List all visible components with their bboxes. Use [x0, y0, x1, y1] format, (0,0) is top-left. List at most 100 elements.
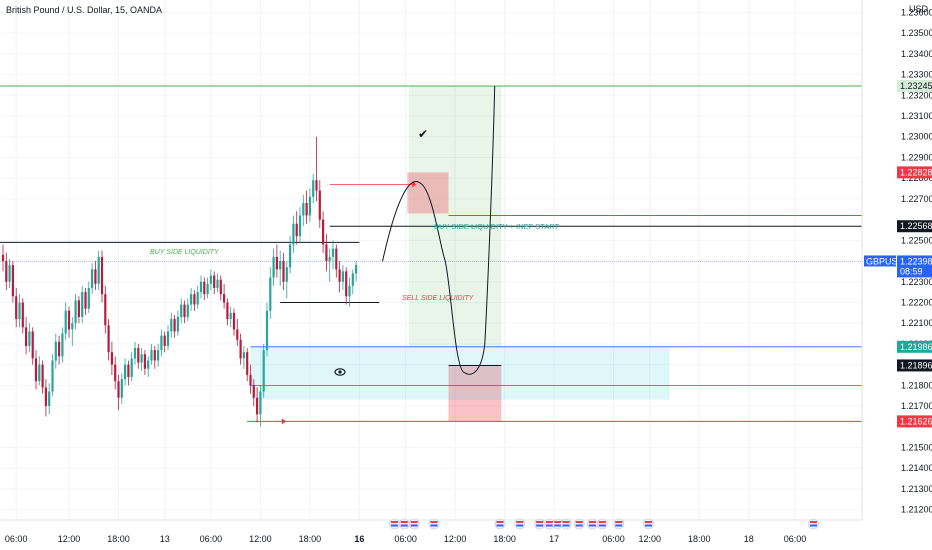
time-tick-label: 18:00 [688, 534, 711, 544]
flag-icon [398, 518, 410, 530]
candle-body [140, 354, 143, 363]
time-tick-label: 06:00 [394, 534, 417, 544]
candle-body [97, 256, 100, 284]
candle-body [193, 294, 196, 305]
time-tick-label: 12:00 [444, 534, 467, 544]
candle-body [176, 316, 179, 332]
long-position-stop-zone [448, 365, 502, 422]
time-tick-label: 13 [160, 534, 170, 544]
price-tag-label: 1.22828 [900, 167, 932, 177]
candle-body [8, 265, 11, 282]
candle-body [18, 302, 21, 320]
candle-body [54, 341, 57, 361]
flag-stripe [430, 524, 438, 527]
candle-body [94, 269, 97, 284]
price-tick-label: 1.21700 [901, 401, 932, 411]
candle-body [232, 312, 236, 330]
price-tag [897, 79, 932, 92]
candle-body [160, 335, 163, 351]
candle-body [25, 327, 28, 346]
candle-body [242, 352, 245, 359]
price-tick-label: 1.22700 [901, 194, 932, 204]
candle-body [305, 203, 308, 216]
candle-body [249, 374, 252, 386]
time-tick-label: 18:00 [107, 534, 130, 544]
candle-body [338, 269, 341, 282]
price-tick-label: 1.23100 [901, 111, 932, 121]
flag-circle [613, 518, 625, 530]
flag-stripe [810, 521, 817, 523]
candle-body [226, 302, 229, 320]
price-tick-label: 1.21300 [901, 484, 932, 494]
candle-body [209, 275, 212, 284]
candle-body [51, 360, 54, 392]
flag-icon [534, 518, 545, 530]
flag-icon [613, 518, 625, 530]
flag-stripe [615, 524, 623, 527]
candle-body [170, 319, 173, 332]
buy-side-inef-label: BUY SIDE LIQUIDITY + INEF START [434, 222, 560, 231]
candle-body [38, 364, 41, 382]
candle-body [74, 300, 77, 324]
candle-body [302, 203, 305, 216]
flag-icon [514, 518, 526, 530]
candle-body [180, 304, 183, 317]
candle-body [71, 323, 74, 330]
price-tick-label: 1.22200 [901, 297, 932, 307]
candle-body [355, 265, 358, 274]
candle-body [77, 300, 80, 317]
candle-body [331, 248, 335, 257]
flag-stripe [516, 524, 524, 527]
flag-icon [408, 518, 420, 530]
candle-body [133, 348, 137, 359]
candle-body [166, 331, 170, 346]
flag-stripe [645, 524, 652, 527]
candle-body [143, 354, 146, 369]
flag-circle [596, 518, 608, 530]
candle-body [163, 335, 166, 346]
currency-label[interactable]: USD [909, 4, 929, 14]
flag-stripe [400, 521, 408, 523]
flag-stripe [536, 521, 544, 523]
flag-icon [388, 518, 400, 530]
candle-body [262, 350, 265, 392]
flag-icon [643, 518, 654, 530]
price-tag [897, 220, 932, 233]
candle-body [315, 180, 318, 191]
eye-icon [334, 368, 346, 376]
flag-circle [494, 518, 506, 530]
red-arrow-icon [412, 181, 417, 188]
time-tick-label: 18:00 [493, 534, 516, 544]
flag-stripe [400, 524, 408, 527]
flag-stripe [410, 521, 418, 523]
candle-body [183, 304, 186, 317]
candle-body [114, 364, 117, 382]
candle-body [289, 244, 292, 268]
flag-stripe [390, 521, 398, 523]
candle-body [246, 352, 249, 375]
flag-circle [398, 518, 410, 530]
flag-icon [494, 518, 506, 530]
candle-body [265, 310, 269, 351]
candle-body [21, 302, 24, 328]
candle-body [351, 273, 354, 286]
price-axis[interactable]: 1.23600 1.23500 1.23400 1.23300 1.23200 1.231… [861, 0, 932, 550]
candle-body [312, 180, 315, 197]
flag-circle [560, 518, 572, 530]
time-tick-label: 12:00 [58, 534, 81, 544]
flag-stripe [410, 524, 418, 527]
candle-body [196, 292, 199, 305]
time-tick-label: 16 [354, 534, 364, 544]
candle-body [127, 364, 130, 378]
flag-stripe [516, 521, 524, 523]
flag-stripe [546, 524, 553, 527]
candle-body [147, 360, 150, 369]
time-tick-label: 12:00 [249, 534, 272, 544]
candle-body [153, 350, 156, 361]
flag-stripe [430, 521, 438, 523]
candle-body [229, 312, 232, 320]
flag-stripe [536, 524, 544, 527]
candle-body [100, 256, 104, 295]
candle-body [44, 387, 47, 407]
